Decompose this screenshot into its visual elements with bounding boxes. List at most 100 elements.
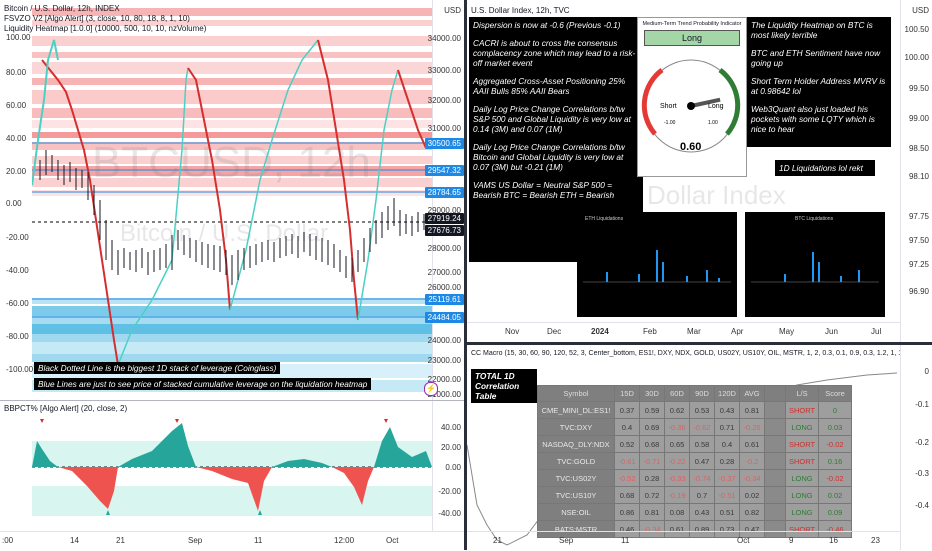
ls-cell: SHORT	[785, 452, 819, 470]
value-cell: 0.65	[664, 435, 690, 453]
dxy-time-axis[interactable]: Nov Dec 2024 Feb Mar Apr May Jun Jul	[467, 322, 900, 342]
note-mvrv: Short Term Holder Address MVRV is at 0.9…	[751, 76, 886, 96]
gauge-short-label: Short	[660, 103, 677, 110]
fsvzo-legend[interactable]: FSVZO V2 [Algo Alert] (3, close, 10, 80,…	[4, 14, 190, 23]
time-tick: Oct	[386, 536, 399, 545]
value-cell: -0.2	[739, 452, 765, 470]
alert-icon[interactable]: ⚡	[424, 382, 438, 396]
price-tag: 29547.32	[424, 165, 464, 176]
ls-cell: LONG	[785, 486, 819, 504]
btc-title[interactable]: Bitcoin / U.S. Dollar, 12h, INDEX	[4, 4, 120, 13]
time-tick: 2024	[591, 327, 609, 336]
gauge-dial: Short Long -1.00 1.00 0.60	[641, 59, 741, 153]
score-cell: 0.09	[818, 503, 852, 521]
symbol-cell: TVC:US10Y	[537, 486, 615, 504]
cc-macro-axis[interactable]: 0 -0.1 -0.2 -0.3 -0.4	[900, 345, 932, 550]
value-cell: 0.86	[614, 503, 640, 521]
dxy-tick: 100.00	[904, 53, 929, 62]
ls-cell: LONG	[785, 418, 819, 436]
eth-liq-bars	[583, 250, 731, 283]
bbpct-tick: 20.00	[440, 443, 461, 452]
heatmap-legend[interactable]: Liquidity Heatmap [1.0.0] (10000, 500, 1…	[4, 24, 207, 33]
value-cell: -0.52	[614, 469, 640, 487]
note-vams: VAMS US Dollar = Neutral S&P 500 = Beari…	[473, 180, 615, 200]
bbpct-tick: 40.00	[440, 423, 461, 432]
btc-chart-pane[interactable]: BTCUSD, 12h Bitcoin / U.S. Dollar	[0, 0, 464, 400]
price-tag: 27676.73	[424, 225, 464, 236]
symbol-cell: NSE:OIL	[537, 503, 615, 521]
eth-liquidations-thumb[interactable]: ETH Liquidations	[577, 212, 737, 317]
blue-lines-annotation[interactable]: Blue Lines are just to see price of stac…	[34, 378, 372, 390]
bbpct-axis[interactable]: 40.00 20.00 0.00 -20.00 -40.00	[432, 401, 464, 531]
dxy-tick: 96.90	[908, 287, 929, 296]
value-cell: 0.4	[714, 435, 740, 453]
time-tick: Jul	[871, 327, 882, 336]
cc-time-axis[interactable]: 21 Sep 11 Oct 9 16 23	[467, 531, 900, 550]
btc-liq-bars	[751, 252, 879, 283]
cc-tick: 0	[924, 367, 929, 376]
symbol-cell: TVC:DXY	[537, 418, 615, 436]
cc-macro-pane[interactable]: CC Macro (15, 30, 60, 90, 120, 52, 3, Ce…	[467, 345, 932, 550]
table-row: TVC:US02Y -0.52 0.28 -0.33 -0.74 -0.37 -0.34 LO…	[537, 469, 852, 487]
note-spx-corr: Daily Log Price Change Correlations b/tw…	[473, 104, 631, 134]
time-tick: 9	[789, 536, 794, 545]
dxy-legend[interactable]: U.S. Dollar Index, 12h, TVC	[471, 6, 570, 15]
table-row: TVC:GOLD -0.61 -0.71 -0.22 0.47 0.28 -0.2 SHORT…	[537, 452, 852, 470]
dxy-currency[interactable]: USD	[912, 6, 929, 15]
left-tick: 0.00	[6, 199, 22, 208]
table-row: TVC:US10Y 0.68 0.72 -0.19 0.7 -0.51 0.02 LONG 0.…	[537, 486, 852, 504]
ls-cell: SHORT	[785, 520, 819, 538]
price-tag: 28784.65	[424, 187, 464, 198]
correlation-table: Symbol 15D 30D 60D 90D 120D AVG L/S Scor…	[537, 385, 852, 538]
dotted-line-annotation[interactable]: Black Dotted Line is the biggest 1D stac…	[34, 362, 281, 374]
dxy-price-axis[interactable]: USD 100.50 100.00 99.50 99.00 98.50 98.1…	[900, 0, 932, 342]
separator-cell	[764, 418, 786, 436]
currency-label[interactable]: USD	[444, 6, 461, 15]
left-tick: -100.00	[6, 365, 34, 374]
value-cell: -0.22	[664, 452, 690, 470]
value-cell: -0.61	[614, 452, 640, 470]
price-tick: 32000.00	[427, 96, 461, 105]
btc-price-axis[interactable]: USD 34000.00 33000.00 32000.00 31000.00 …	[428, 0, 464, 400]
vertical-divider[interactable]	[464, 0, 467, 550]
dxy-tick: 97.75	[908, 212, 929, 221]
dxy-chart-pane[interactable]: U.S. Dollar Index, 12h, TVC Dollar Index…	[467, 0, 932, 342]
btc-time-axis[interactable]: :00 14 21 Sep 11 12:00 Oct	[0, 531, 464, 551]
ls-cell: LONG	[785, 469, 819, 487]
pane-divider[interactable]	[0, 400, 464, 401]
time-tick: Dec	[547, 327, 562, 336]
btc-liquidations-thumb[interactable]: BTC Liquidations	[745, 212, 885, 317]
table-header-row: Symbol 15D 30D 60D 90D 120D AVG L/S Scor…	[537, 385, 852, 402]
value-cell: 0.52	[614, 435, 640, 453]
value-cell: -0.36	[664, 418, 690, 436]
col-header: 120D	[714, 385, 740, 402]
price-tag: 30500.65	[424, 138, 464, 149]
note-dispersion: Dispersion is now at -0.6 (Previous -0.1…	[473, 20, 621, 30]
price-tick: 31000.00	[427, 124, 461, 133]
score-cell: 0	[818, 401, 852, 419]
symbol-cell: TVC:GOLD	[537, 452, 615, 470]
symbol-cell: TVC:US02Y	[537, 469, 615, 487]
bbpct-pane[interactable]: BBPCT% [Algo Alert] (20, close, 2) 40.00…	[0, 401, 464, 531]
col-header: L/S	[785, 385, 819, 402]
symbol-cell: NASDAQ_DLY:NDX	[537, 435, 615, 453]
gauge-min-label: -1.00	[664, 120, 676, 126]
time-tick: 16	[829, 536, 838, 545]
value-cell: 0.61	[739, 435, 765, 453]
value-cell: 0.71	[714, 418, 740, 436]
bbpct-legend[interactable]: BBPCT% [Algo Alert] (20, close, 2)	[4, 404, 128, 413]
left-tick: 20.00	[6, 167, 27, 176]
separator-cell	[764, 469, 786, 487]
value-cell: -0.34	[739, 469, 765, 487]
gauge-state: Long	[644, 30, 740, 46]
value-cell: -0.51	[714, 486, 740, 504]
btc-price-and-oscillator	[32, 39, 427, 366]
cc-macro-legend[interactable]: CC Macro (15, 30, 60, 90, 120, 52, 3, Ce…	[471, 350, 905, 357]
right-pane-divider[interactable]	[467, 342, 932, 345]
score-cell: -0.02	[818, 435, 852, 453]
value-cell: 0.59	[639, 401, 665, 419]
value-cell: -0.33	[664, 469, 690, 487]
ls-cell: LONG	[785, 503, 819, 521]
left-tick: -60.00	[6, 299, 29, 308]
separator-cell	[764, 435, 786, 453]
